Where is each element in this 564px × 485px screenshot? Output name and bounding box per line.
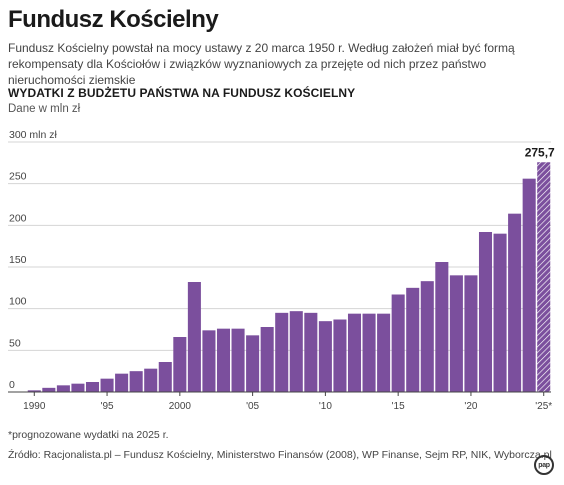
bar-2017 <box>420 281 434 392</box>
x-tick-label: '95 <box>101 401 114 412</box>
x-tick-label: '10 <box>319 401 332 412</box>
bar-2002 <box>202 330 216 392</box>
bar-2014 <box>377 313 391 392</box>
bar-2004 <box>231 328 245 392</box>
bar-chart: 0 50 100 150 200 250 300 mln zł 1990 '95 2000 '05 '… <box>8 129 555 412</box>
forecast-footnote: *prognozowane wydatki na 2025 r. <box>8 429 169 441</box>
y-tick-label: 300 mln zł <box>9 129 58 141</box>
bar-2015 <box>391 294 405 392</box>
bar-2000 <box>173 337 187 392</box>
source-note: Źródło: Racjonalista.pl – Fundusz Koście… <box>8 449 552 461</box>
bar-1992 <box>56 385 70 392</box>
bar-1993 <box>71 383 85 392</box>
x-tick-label: '15 <box>392 401 405 412</box>
x-tick-label: '20 <box>464 401 477 412</box>
bars <box>27 162 551 392</box>
y-tick-label: 200 <box>9 212 27 224</box>
axes: 0 50 100 150 200 250 300 mln zł 1990 '95 2000 '05 '… <box>8 129 555 412</box>
bar-2005 <box>246 335 260 392</box>
x-tick-label: 2000 <box>169 401 192 412</box>
bar-1991 <box>42 387 56 392</box>
bar-2012 <box>347 313 362 392</box>
bar-1995 <box>100 378 114 392</box>
y-tick-label: 150 <box>9 254 27 266</box>
x-tick-label: 1990 <box>23 401 46 412</box>
bar-1997 <box>129 371 143 392</box>
bar-1998 <box>144 368 158 392</box>
bar-2019 <box>449 275 463 392</box>
bar-2003 <box>216 328 231 392</box>
bar-2010 <box>318 321 332 392</box>
bar-2023 <box>508 213 522 392</box>
bar-2007 <box>275 312 289 392</box>
bar-1996 <box>115 373 129 392</box>
bar-2013 <box>362 313 376 392</box>
bar-2020 <box>464 275 478 392</box>
x-tick-label: '05 <box>246 401 259 412</box>
chart-title: Fundusz Kościelny <box>8 6 219 33</box>
pap-logo: pap <box>534 455 554 475</box>
bar-2018 <box>435 262 449 392</box>
bar-2025 <box>537 162 551 392</box>
bar-2016 <box>406 287 420 392</box>
bar-2024 <box>522 178 536 392</box>
y-tick-label: 250 <box>9 171 27 183</box>
chart-subtitle: WYDATKI Z BUDŻETU PAŃSTWA NA FUNDUSZ KOŚ… <box>8 86 356 100</box>
bar-2009 <box>304 312 318 392</box>
y-tick-label: 100 <box>9 296 27 308</box>
bar-1994 <box>85 382 100 392</box>
bar-2001 <box>187 282 201 392</box>
y-tick-label: 0 <box>9 379 15 391</box>
bar-2022 <box>493 233 507 392</box>
value-label-2025: 275,7 <box>525 145 555 159</box>
unit-note: Dane w mln zł <box>8 103 81 115</box>
bar-2008 <box>289 311 303 392</box>
bar-2011 <box>333 319 347 392</box>
bar-1990 <box>27 390 41 392</box>
bar-2021 <box>478 232 493 392</box>
x-tick-label: '25* <box>535 401 552 412</box>
bar-1999 <box>158 362 172 392</box>
y-tick-label: 50 <box>9 337 21 349</box>
bar-2006 <box>260 327 274 392</box>
chart-description: Fundusz Kościelny powstał na mocy ustawy… <box>8 41 515 87</box>
